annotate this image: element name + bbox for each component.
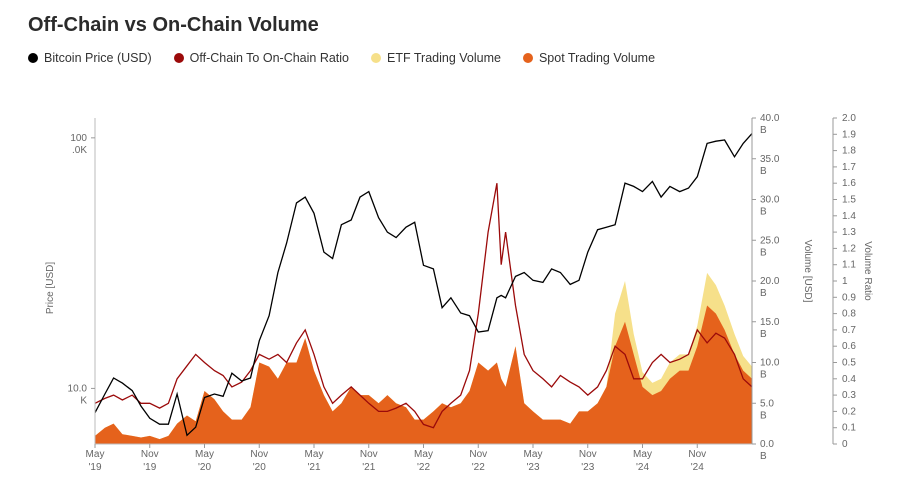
price-tick-label: 100 xyxy=(70,133,87,144)
x-tick-label-year: '23 xyxy=(526,462,539,473)
ratio-tick-label: 1.5 xyxy=(842,195,856,206)
ratio-axis-ticks: 0 0.1 0.2 0.3 0.4 0.5 0.6 0.7 0.8 0.9 1 1.1 1.2 1.3 1.… xyxy=(833,113,856,450)
x-tick-label: May xyxy=(195,449,214,460)
legend-swatch-etf-volume xyxy=(371,53,382,63)
price-axis-ticks: 10.0K 100.0K xyxy=(68,133,95,406)
x-tick-label-year: '21 xyxy=(307,462,320,473)
volume-tick-unit: B xyxy=(760,329,767,340)
ratio-tick-label: 0.7 xyxy=(842,325,856,336)
legend-label-spot-volume: Spot Trading Volume xyxy=(538,51,656,65)
spot-volume-area xyxy=(95,305,752,444)
x-tick-label-year: '23 xyxy=(581,462,594,473)
price-tick-label: 10.0 xyxy=(68,383,88,394)
ratio-tick-label: 0.1 xyxy=(842,423,856,434)
legend: Bitcoin Price (USD) Off-Chain To On-Chai… xyxy=(28,51,655,65)
volume-tick-label: 0.0 xyxy=(760,439,774,450)
legend-swatch-ratio xyxy=(173,53,184,63)
ratio-tick-label: 0.9 xyxy=(842,292,856,303)
x-tick-label-year: '20 xyxy=(198,462,211,473)
volume-tick-unit: B xyxy=(760,125,767,136)
ratio-tick-label: 0.8 xyxy=(842,309,856,320)
volume-axis-title: Volume [USD] xyxy=(802,240,813,303)
ratio-tick-label: 1.4 xyxy=(842,211,856,222)
x-tick-label-year: '21 xyxy=(362,462,375,473)
x-tick-label-year: '22 xyxy=(417,462,430,473)
volume-tick-unit: B xyxy=(760,288,767,299)
ratio-tick-label: 0.4 xyxy=(842,374,856,385)
legend-label-btc-price: Bitcoin Price (USD) xyxy=(44,51,152,65)
ratio-tick-label: 1.1 xyxy=(842,260,856,271)
ratio-tick-label: 1.3 xyxy=(842,227,856,238)
legend-label-etf-volume: ETF Trading Volume xyxy=(387,51,501,65)
x-tick-label: Nov xyxy=(469,449,487,460)
x-tick-label: Nov xyxy=(579,449,597,460)
volume-axis-ticks: 0.0B5.0B10.0B15.0B20.0B25.0B30.0B35.0B40… xyxy=(752,113,780,462)
ratio-tick-label: 1.8 xyxy=(842,146,856,157)
price-tick-unit: .0K xyxy=(72,145,87,156)
volume-tick-unit: B xyxy=(760,451,767,462)
x-axis-ticks: May '19 Nov '19 May '20 Nov '20 May '21 Nov '21 May '… xyxy=(86,444,706,473)
volume-tick-unit: B xyxy=(760,370,767,381)
legend-item-spot-volume[interactable]: Spot Trading Volume xyxy=(522,51,656,65)
x-tick-label-year: '19 xyxy=(88,462,101,473)
volume-tick-label: 30.0 xyxy=(760,195,780,206)
volume-tick-unit: B xyxy=(760,410,767,421)
volume-tick-label: 40.0 xyxy=(760,113,780,124)
ratio-tick-label: 1.9 xyxy=(842,129,856,140)
x-tick-label: Nov xyxy=(688,449,706,460)
chart-title: Off-Chain vs On-Chain Volume xyxy=(28,14,319,36)
ratio-tick-label: 1.7 xyxy=(842,162,856,173)
x-tick-label: May xyxy=(633,449,652,460)
volume-tick-label: 25.0 xyxy=(760,235,780,246)
ratio-tick-label: 2.0 xyxy=(842,113,856,124)
volume-tick-label: 20.0 xyxy=(760,276,780,287)
price-axis-title: Price [USD] xyxy=(45,262,56,314)
ratio-tick-label: 0.5 xyxy=(842,358,856,369)
ratio-series-line xyxy=(94,183,753,429)
x-tick-label: Nov xyxy=(141,449,159,460)
x-tick-label: Nov xyxy=(250,449,268,460)
legend-label-ratio: Off-Chain To On-Chain Ratio xyxy=(189,51,350,65)
volume-tick-label: 35.0 xyxy=(760,154,780,165)
legend-item-etf-volume[interactable]: ETF Trading Volume xyxy=(371,51,501,65)
ratio-tick-label: 1 xyxy=(842,276,848,287)
x-tick-label: May xyxy=(524,449,543,460)
ratio-tick-label: 0.6 xyxy=(842,341,856,352)
volume-tick-unit: B xyxy=(760,207,767,218)
x-tick-label: May xyxy=(86,449,105,460)
legend-swatch-btc-price xyxy=(28,53,38,63)
legend-swatch-spot-volume xyxy=(522,53,533,63)
x-tick-label-year: '24 xyxy=(636,462,649,473)
ratio-tick-label: 0.3 xyxy=(842,390,856,401)
ratio-tick-label: 1.6 xyxy=(842,178,856,189)
volume-tick-label: 10.0 xyxy=(760,358,780,369)
volume-tick-label: 5.0 xyxy=(760,398,774,409)
volume-tick-unit: B xyxy=(760,166,767,177)
x-tick-label-year: '20 xyxy=(253,462,266,473)
volume-tick-unit: B xyxy=(760,247,767,258)
ratio-tick-label: 1.2 xyxy=(842,243,856,254)
price-tick-unit: K xyxy=(80,395,87,406)
volume-tick-label: 15.0 xyxy=(760,317,780,328)
x-tick-label-year: '22 xyxy=(472,462,485,473)
x-tick-label: Nov xyxy=(360,449,378,460)
btc-price-series-line xyxy=(94,133,753,437)
x-tick-label: May xyxy=(414,449,433,460)
x-tick-label: May xyxy=(305,449,324,460)
ratio-tick-label: 0.2 xyxy=(842,406,856,417)
legend-item-ratio[interactable]: Off-Chain To On-Chain Ratio xyxy=(173,51,350,65)
ratio-axis-title: Volume Ratio xyxy=(862,241,873,301)
ratio-tick-label: 0 xyxy=(842,439,848,450)
x-tick-label-year: '19 xyxy=(143,462,156,473)
legend-item-btc-price[interactable]: Bitcoin Price (USD) xyxy=(28,51,152,65)
x-tick-label-year: '24 xyxy=(691,462,704,473)
